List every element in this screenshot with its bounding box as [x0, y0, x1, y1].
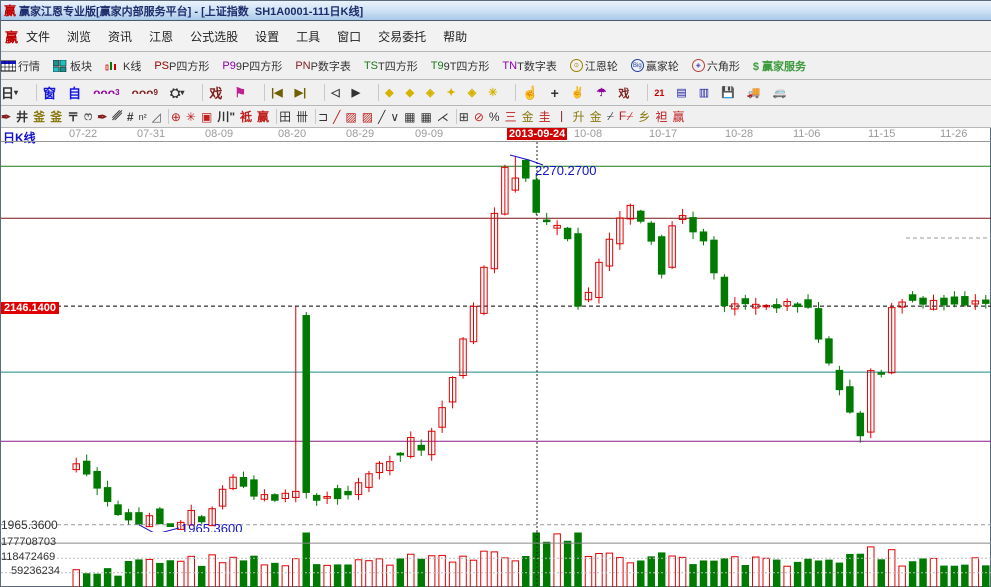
svg-text:2270.2700: 2270.2700	[535, 163, 596, 178]
svg-text:1965.3600: 1965.3600	[181, 521, 242, 532]
